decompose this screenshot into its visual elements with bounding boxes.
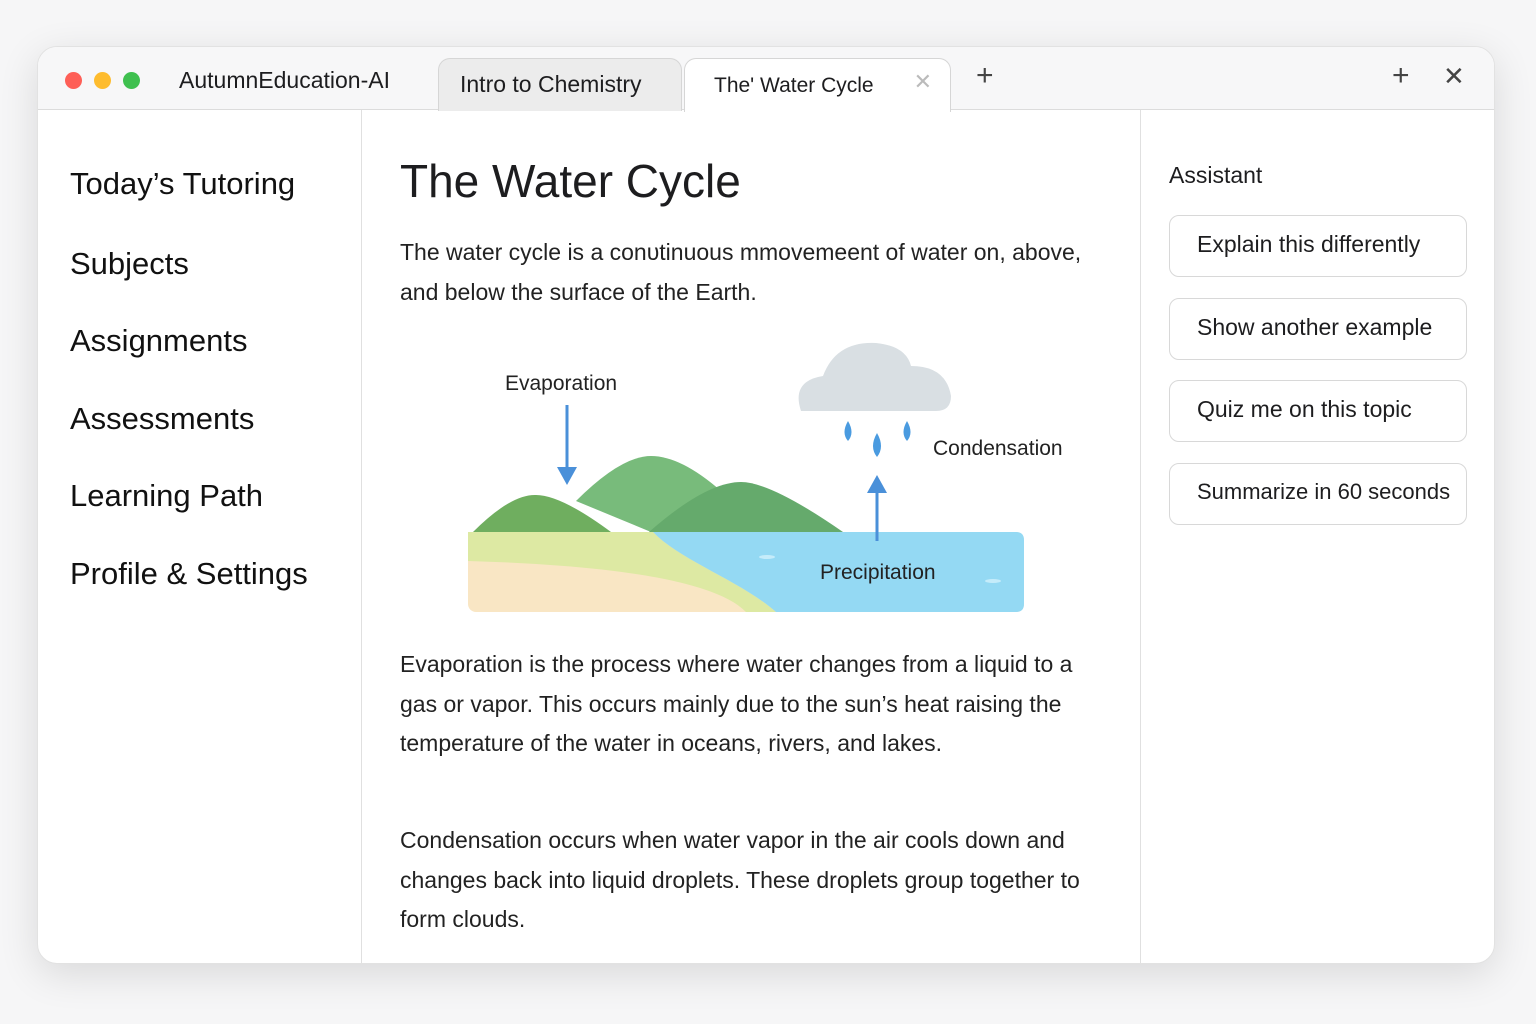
sidebar-item-assignments[interactable]: Assignments: [70, 323, 248, 358]
evaporation-label: Evaporation: [505, 372, 617, 395]
add-plus-icon[interactable]: +: [1392, 59, 1410, 92]
raindrop-icon: [903, 421, 911, 441]
page-title: The Water Cycle: [400, 155, 741, 207]
show-another-example-button[interactable]: Show another example: [1169, 298, 1467, 360]
water-body: [653, 532, 1024, 612]
app-window: AutumnEducation-AI Intro to Chemistry Th…: [37, 46, 1495, 964]
sidebar-item-subjects[interactable]: Subjects: [70, 246, 189, 281]
sidebar-item-assessments[interactable]: Assessments: [70, 401, 255, 436]
tab-label: The' Water Cycle: [714, 74, 874, 97]
sidebar-item-learning-path[interactable]: Learning Path: [70, 478, 264, 513]
tab-water-cycle[interactable]: The' Water Cycle ✕: [684, 58, 951, 112]
evaporation-paragraph: Evaporation is the process where water c…: [400, 651, 1073, 756]
quiz-me-button[interactable]: Quiz me on this topic: [1169, 380, 1467, 442]
explain-differently-button[interactable]: Explain this differently: [1169, 215, 1467, 277]
cloud-icon: [798, 342, 951, 411]
lesson-content: The Water Cycle The water cycle is a con…: [362, 110, 1141, 963]
assistant-title: Assistant: [1169, 162, 1263, 188]
evaporation-arrowhead: [557, 467, 577, 485]
close-tab-icon[interactable]: ✕: [913, 69, 932, 94]
title-bar: AutumnEducation-AI Intro to Chemistry Th…: [38, 47, 1494, 112]
condensation-paragraph: Condensation occurs when water vapor in …: [400, 827, 1080, 932]
assistant-panel: Assistant Explain this differently Show …: [1141, 110, 1494, 963]
summarize-button[interactable]: Summarize in 60 seconds: [1169, 463, 1467, 525]
condensation-label: Condensation: [933, 437, 1063, 460]
tab-intro-to-chemistry[interactable]: Intro to Chemistry: [438, 58, 682, 111]
precipitation-label: Precipitation: [820, 561, 936, 584]
raindrop-icon: [873, 433, 881, 457]
mountain-left: [473, 494, 611, 532]
maximize-window-button[interactable]: [123, 72, 140, 89]
sidebar-item-todays-tutoring[interactable]: Today’s Tutoring: [70, 166, 296, 201]
close-x-icon[interactable]: ✕: [1443, 61, 1465, 91]
minimize-window-button[interactable]: [94, 72, 111, 89]
precipitation-arrowhead: [867, 475, 887, 493]
mountain-center: [576, 456, 721, 532]
sidebar: Today’s Tutoring Subjects Assignments As…: [38, 110, 362, 963]
raindrop-icon: [844, 421, 852, 441]
new-tab-plus-icon[interactable]: +: [976, 59, 994, 92]
tab-label: Intro to Chemistry: [460, 71, 642, 97]
close-window-button[interactable]: [65, 72, 82, 89]
sidebar-item-profile-settings[interactable]: Profile & Settings: [70, 556, 308, 591]
water-cycle-diagram: Evaporation Condensation Precipitation: [468, 342, 1063, 612]
mountain-right: [649, 482, 843, 532]
land-grass-band: [468, 532, 776, 612]
app-name: AutumnEducation-AI: [179, 67, 390, 93]
intro-paragraph: The water cycle is a conυtinuous mmoveme…: [400, 239, 1082, 305]
